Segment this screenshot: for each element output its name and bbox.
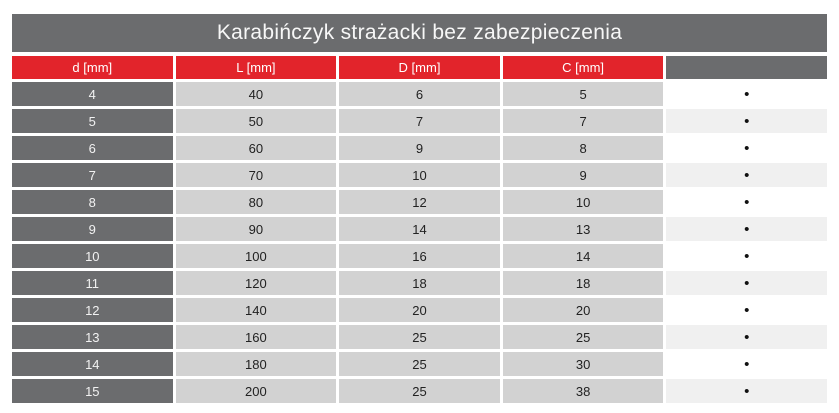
table-cell-value: 38: [502, 379, 664, 403]
table-cell-value: 13: [502, 217, 664, 241]
column-header-blank: [666, 56, 827, 79]
table-cell-d: 4: [12, 82, 173, 106]
bullet-icon: •: [744, 220, 750, 238]
table-cell-value: 6: [339, 82, 500, 106]
table-cell-d: 7: [12, 163, 173, 187]
table-cell-value: 18: [502, 271, 664, 295]
table-cell-value: 9: [502, 163, 664, 187]
table-cell-value: 90: [175, 217, 337, 241]
table-cell-value: 10: [502, 190, 664, 214]
table-cell-d: 11: [12, 271, 173, 295]
table-cell-value: 14: [502, 244, 664, 268]
bullet-icon: •: [744, 85, 750, 103]
table-cell-value: 200: [175, 379, 337, 403]
table-cell-value: 25: [339, 379, 500, 403]
table-cell-value: 140: [175, 298, 337, 322]
table-cell-value: 40: [175, 82, 337, 106]
table-cell-d: 14: [12, 352, 173, 376]
table-cell-d: 15: [12, 379, 173, 403]
availability-cell: •: [666, 217, 827, 241]
column-header-l: L [mm]: [175, 56, 337, 79]
availability-cell: •: [666, 82, 827, 106]
table-cell-d: 6: [12, 136, 173, 160]
bullet-icon: •: [744, 274, 750, 292]
bullet-icon: •: [744, 247, 750, 265]
table-cell-value: 120: [175, 271, 337, 295]
table-title: Karabińczyk strażacki bez zabezpieczenia: [12, 14, 827, 52]
availability-cell: •: [666, 109, 827, 133]
size-table: d [mm] L [mm] D [mm] C [mm] 4 40 6 5 • 5 50 7 7 •…: [12, 56, 827, 403]
table-cell-value: 9: [339, 136, 500, 160]
table-cell-value: 25: [339, 325, 500, 349]
table-cell-d: 5: [12, 109, 173, 133]
bullet-icon: •: [744, 193, 750, 211]
column-header-d: d [mm]: [12, 56, 173, 79]
table-cell-value: 20: [502, 298, 664, 322]
bullet-icon: •: [744, 112, 750, 130]
table-cell-d: 9: [12, 217, 173, 241]
table-cell-value: 8: [502, 136, 664, 160]
bullet-icon: •: [744, 139, 750, 157]
table-cell-value: 30: [502, 352, 664, 376]
table-cell-d: 12: [12, 298, 173, 322]
table-cell-value: 60: [175, 136, 337, 160]
table-cell-value: 25: [502, 325, 664, 349]
availability-cell: •: [666, 163, 827, 187]
bullet-icon: •: [744, 355, 750, 373]
table-cell-value: 5: [502, 82, 664, 106]
availability-cell: •: [666, 325, 827, 349]
table-cell-value: 7: [502, 109, 664, 133]
table-cell-value: 80: [175, 190, 337, 214]
table-cell-value: 10: [339, 163, 500, 187]
availability-cell: •: [666, 244, 827, 268]
table-cell-d: 8: [12, 190, 173, 214]
availability-cell: •: [666, 379, 827, 403]
table-cell-value: 50: [175, 109, 337, 133]
bullet-icon: •: [744, 166, 750, 184]
bullet-icon: •: [744, 328, 750, 346]
table-cell-d: 13: [12, 325, 173, 349]
table-cell-value: 70: [175, 163, 337, 187]
availability-cell: •: [666, 298, 827, 322]
availability-cell: •: [666, 271, 827, 295]
table-cell-value: 180: [175, 352, 337, 376]
column-header-big-d: D [mm]: [339, 56, 500, 79]
table-cell-value: 7: [339, 109, 500, 133]
table-cell-value: 16: [339, 244, 500, 268]
table-cell-value: 20: [339, 298, 500, 322]
table-cell-value: 14: [339, 217, 500, 241]
availability-cell: •: [666, 352, 827, 376]
table-cell-value: 100: [175, 244, 337, 268]
table-cell-d: 10: [12, 244, 173, 268]
size-table-page: Karabińczyk strażacki bez zabezpieczenia…: [12, 14, 827, 403]
availability-cell: •: [666, 190, 827, 214]
table-cell-value: 25: [339, 352, 500, 376]
availability-cell: •: [666, 136, 827, 160]
table-cell-value: 12: [339, 190, 500, 214]
table-cell-value: 18: [339, 271, 500, 295]
bullet-icon: •: [744, 382, 750, 400]
table-cell-value: 160: [175, 325, 337, 349]
column-header-c: C [mm]: [502, 56, 664, 79]
bullet-icon: •: [744, 301, 750, 319]
